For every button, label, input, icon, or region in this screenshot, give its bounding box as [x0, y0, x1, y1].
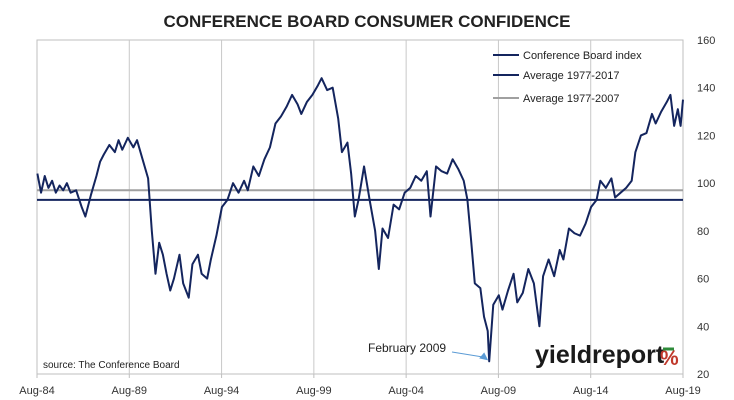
x-tick-label: Aug-89	[112, 385, 147, 397]
y-tick-label: 120	[697, 130, 715, 142]
y-axis-ticks: 20 40 60 80 100 120 140 160	[697, 35, 715, 381]
annotation: February 2009	[368, 341, 489, 361]
chart-title: CONFERENCE BOARD CONSUMER CONFIDENCE	[163, 12, 570, 31]
y-tick-label: 80	[697, 226, 709, 238]
legend: Conference Board index Average 1977-2017 A…	[493, 50, 642, 105]
x-tick-label: Aug-94	[204, 385, 239, 397]
x-tick-label: Aug-14	[573, 385, 608, 397]
x-axis-ticks: Aug-84 Aug-89 Aug-94 Aug-99 Aug-04 Aug-09 Aug-…	[19, 374, 701, 397]
annotation-arrow-head	[479, 352, 489, 361]
y-tick-label: 140	[697, 83, 715, 95]
y-tick-label: 100	[697, 178, 715, 190]
conference-board-index-line	[36, 77, 684, 363]
yieldreport-logo: yieldreport %	[535, 341, 679, 370]
y-tick-label: 60	[697, 274, 709, 286]
plot-area-border	[36, 39, 684, 375]
legend-label: Average 1977-2007	[523, 93, 619, 105]
y-tick-label: 40	[697, 321, 709, 333]
y-tick-label: 160	[697, 35, 715, 47]
x-tick-label: Aug-19	[665, 385, 700, 397]
legend-label: Average 1977-2017	[523, 70, 619, 82]
legend-label: Conference Board index	[523, 50, 642, 62]
annotation-arrow-line	[451, 351, 486, 358]
source-note: source: The Conference Board	[43, 360, 180, 371]
x-tick-label: Aug-84	[19, 385, 54, 397]
annotation-label: February 2009	[368, 341, 446, 355]
logo-brand: yieldreport	[535, 341, 665, 369]
x-tick-label: Aug-04	[388, 385, 423, 397]
logo-symbol: %	[660, 347, 679, 370]
series-group	[36, 77, 684, 363]
y-tick-label: 20	[697, 369, 709, 381]
x-tick-label: Aug-09	[481, 385, 516, 397]
x-tick-label: Aug-99	[296, 385, 331, 397]
